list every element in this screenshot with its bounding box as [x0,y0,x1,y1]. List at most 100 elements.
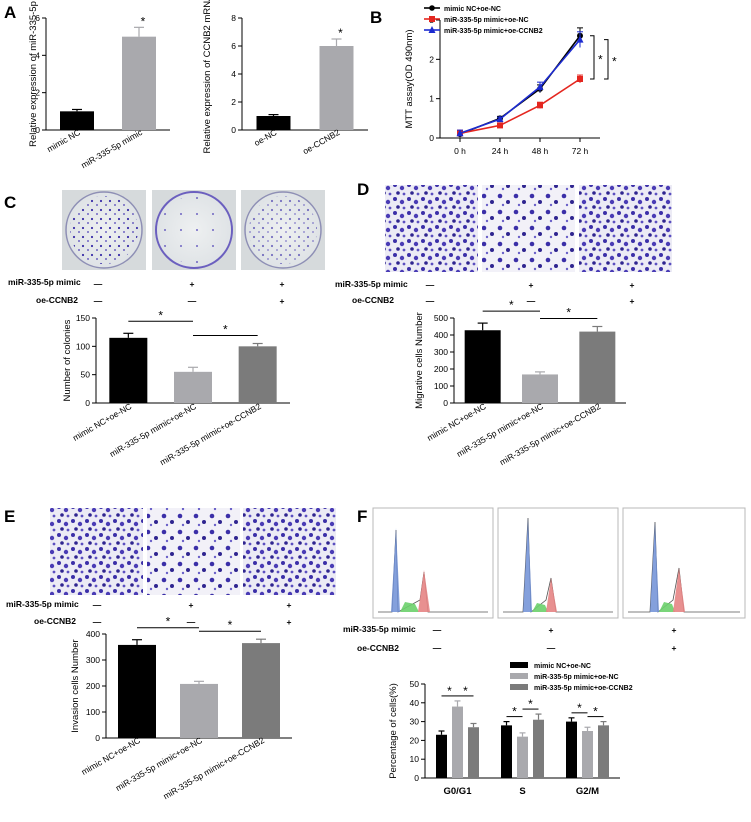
y-tick-label: 150 [76,313,90,323]
row-mark: + [189,600,194,610]
y-tick-label: 100 [86,707,100,717]
y-tick-label: 4 [35,50,40,60]
flow-histogram-2 [497,507,619,619]
chart-a-right: 0 2 4 6 8 Relative expression of CCNB2 mRNA oe… [202,0,368,156]
y-tick-label: 100 [76,341,90,351]
legend-swatch [510,684,528,690]
row-label-mimic: miR-335-5p mimic [343,624,416,634]
bar [533,719,544,778]
significance-star: * [593,705,598,719]
bar [238,346,277,403]
row-mark: — [433,625,442,635]
y-tick-label: 200 [434,364,448,374]
significance-bracket [604,39,609,80]
panel-label-f: F [357,507,367,526]
y-tick-label: 1 [429,94,434,104]
data-point [496,115,504,123]
row-mark: + [672,625,677,635]
migration-micrographs [385,185,672,272]
row-mark: + [630,296,635,306]
data-point [576,35,584,43]
y-tick-label: 400 [86,629,100,639]
row-mark: + [630,280,635,290]
y-tick-label: 40 [410,698,420,708]
bar [464,330,501,403]
y-tick-label: 30 [410,717,420,727]
panel-label-b: B [370,8,382,27]
legend-label: mimic NC+oe-NC [444,6,501,13]
bar [118,644,156,738]
bar [468,727,479,778]
y-tick-label: 0 [85,398,90,408]
row-label-mimic: miR-335-5p mimic [6,599,79,609]
bar [436,734,447,778]
y-axis-label: Percentage of cells(%) [388,683,399,779]
y-tick-label: 20 [410,735,420,745]
legend-swatch [428,26,436,33]
y-tick-label: 400 [434,330,448,340]
y-tick-label: 0 [443,398,448,408]
row-mark: — [527,296,536,306]
row-mark: — [187,617,196,627]
x-tick-label: 72 h [572,146,589,156]
row-mark: + [287,600,292,610]
legend-label: miR-335-5p mimic+oe-NC [444,17,529,24]
significance-star: * [141,14,146,28]
row-label-oe: oe-CCNB2 [357,643,399,653]
y-tick-label: 8 [231,13,236,23]
data-point [497,122,503,129]
y-tick-label: 0 [35,125,40,135]
series-line [459,78,581,135]
significance-star: * [598,52,603,66]
significance-star: * [158,308,163,322]
legend-swatch [429,16,435,22]
legend-swatch [510,662,528,668]
y-tick-label: 2 [231,97,236,107]
data-point [577,76,583,82]
x-tick-label: mimic NC [45,127,82,154]
y-axis-label: MTT assay(OD 490nm) [404,29,415,128]
data-point [537,102,543,109]
row-mark: — [547,643,556,653]
row-mark: — [94,296,103,306]
significance-star: * [223,323,228,337]
migration-image-2 [482,185,575,272]
bar [242,643,280,738]
row-label-mimic: miR-335-5p mimic [335,279,408,289]
invasion-micrographs [50,508,336,595]
row-mark: — [433,643,442,653]
migration-image-3 [579,185,672,272]
y-axis-label: Relative expression of CCNB2 mRNA [202,0,213,153]
legend-label: mimic NC+oe-NC [534,663,591,670]
significance-star: * [447,684,452,698]
treatment-rows-d: miR-335-5p mimic oe-CCNB2 — + + — — + [335,279,635,306]
significance-star: * [509,298,514,312]
significance-bracket [590,35,595,80]
x-tick-label: miR-335-5p mimic [79,127,144,171]
bar [452,706,463,778]
migration-image-1 [385,185,478,272]
y-tick-label: 10 [410,754,420,764]
x-tick-label: S [519,786,525,797]
chart-b: 0123MTT assay(OD 490nm)0 h24 h48 h72 hmi… [404,5,617,156]
y-tick-label: 500 [434,313,448,323]
series-line [459,35,581,135]
x-tick-label: miR-335-5p mimic+oe-CCNB2 [161,735,266,801]
series-line [459,39,581,135]
bar [174,371,212,403]
row-mark: + [280,296,285,306]
plate-1-colonies [70,196,138,264]
plate-2-colonies [160,196,228,264]
bar [522,374,558,403]
row-mark: + [529,280,534,290]
x-tick-label: 48 h [532,146,549,156]
x-tick-label: oe-CCNB2 [301,127,342,156]
y-axis-label: Number of colonies [62,319,73,401]
chart-d: 0 100 200 300 400 500 Migrative cells Number mi… [414,298,626,467]
row-label-oe: oe-CCNB2 [352,295,394,305]
x-tick-label: 24 h [492,146,509,156]
y-tick-label: 6 [231,41,236,51]
row-mark: + [190,279,195,289]
